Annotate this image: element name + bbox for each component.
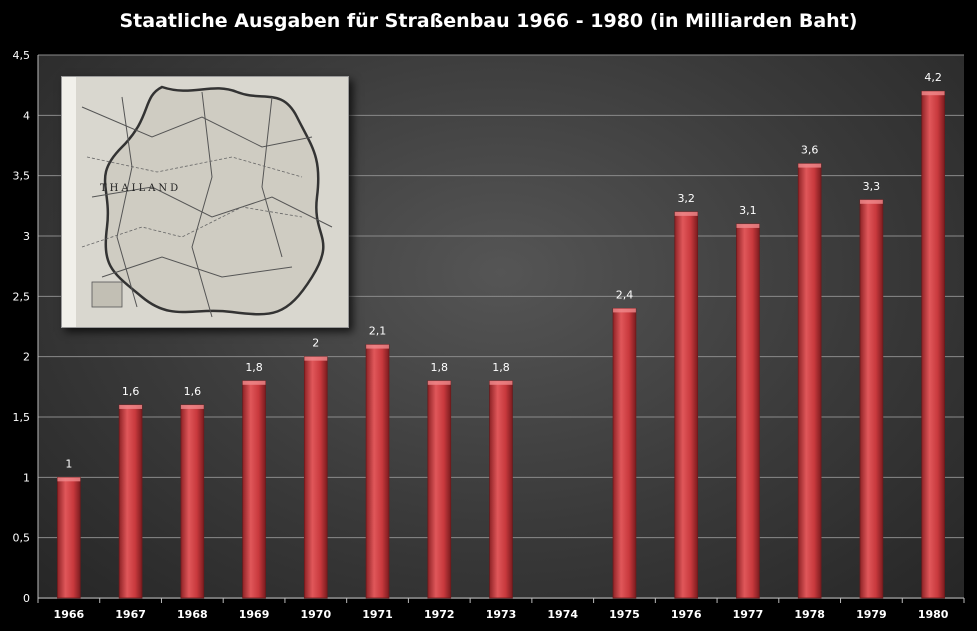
y-tick-label: 0,5 xyxy=(13,532,31,545)
y-tick-label: 2,5 xyxy=(13,290,31,303)
bar xyxy=(612,307,637,599)
bar xyxy=(859,199,884,599)
bar-cap xyxy=(921,91,945,96)
bar xyxy=(180,404,205,599)
bar-cap xyxy=(674,211,698,216)
x-tick-label: 1967 xyxy=(115,608,146,621)
chart-title: Staatliche Ausgaben für Straßenbau 1966 … xyxy=(119,10,858,32)
x-tick-label: 1970 xyxy=(300,608,331,621)
bar xyxy=(797,163,822,599)
data-label: 3,6 xyxy=(801,144,819,157)
x-tick-label: 1979 xyxy=(856,608,887,621)
x-tick-label: 1976 xyxy=(671,608,702,621)
y-tick-label: 1,5 xyxy=(13,411,31,424)
data-label: 1,8 xyxy=(492,361,510,374)
bar xyxy=(242,380,266,599)
bar-cap xyxy=(366,344,389,349)
y-tick-label: 3,5 xyxy=(13,170,31,183)
y-tick-label: 0 xyxy=(23,592,30,605)
y-tick-label: 1 xyxy=(23,471,30,484)
x-tick-label: 1973 xyxy=(486,608,517,621)
x-tick-label: 1974 xyxy=(547,608,578,621)
bar-cap xyxy=(427,380,451,385)
data-label: 3,3 xyxy=(863,180,881,193)
x-tick-label: 1980 xyxy=(918,608,949,621)
bar xyxy=(736,223,760,599)
bar-cap xyxy=(613,308,636,313)
x-tick-label: 1971 xyxy=(362,608,393,621)
x-tick-label: 1977 xyxy=(733,608,764,621)
bar-cap xyxy=(859,199,883,204)
bar xyxy=(427,380,452,599)
data-label: 3,2 xyxy=(677,192,695,205)
bar xyxy=(118,404,143,599)
map-inset-image: THAILAND xyxy=(61,76,349,328)
bar-cap xyxy=(180,404,204,409)
x-tick-label: 1975 xyxy=(609,608,640,621)
x-tick-label: 1968 xyxy=(177,608,208,621)
bar-cap xyxy=(798,163,822,168)
x-tick-label: 1969 xyxy=(239,608,270,621)
bar-cap xyxy=(242,380,266,385)
bar xyxy=(303,356,328,599)
bar-cap xyxy=(489,380,513,385)
bar xyxy=(365,344,390,599)
data-label: 1,8 xyxy=(245,361,263,374)
data-label: 3,1 xyxy=(739,204,757,217)
data-label: 2,1 xyxy=(369,325,387,338)
y-tick-label: 3 xyxy=(23,230,30,243)
y-tick-label: 4 xyxy=(23,109,30,122)
x-tick-label: 1972 xyxy=(424,608,455,621)
data-label: 4,2 xyxy=(924,71,942,84)
x-tick-label: 1978 xyxy=(794,608,825,621)
bar-cap xyxy=(57,477,81,482)
y-tick-label: 2 xyxy=(23,351,30,364)
bar xyxy=(489,380,513,599)
bar xyxy=(921,90,945,599)
bar xyxy=(674,211,699,599)
data-label: 1,6 xyxy=(184,385,202,398)
data-label: 2,4 xyxy=(616,288,634,301)
data-label: 1 xyxy=(65,457,72,470)
x-tick-label: 1966 xyxy=(54,608,85,621)
bar-cap xyxy=(304,356,328,361)
bar-cap xyxy=(736,223,760,228)
data-label: 2 xyxy=(312,337,319,350)
bar-cap xyxy=(119,404,143,409)
data-label: 1,6 xyxy=(122,385,140,398)
map-inset-label: THAILAND xyxy=(100,183,181,194)
y-tick-label: 4,5 xyxy=(13,49,31,62)
data-label: 1,8 xyxy=(431,361,449,374)
bar xyxy=(57,476,81,599)
